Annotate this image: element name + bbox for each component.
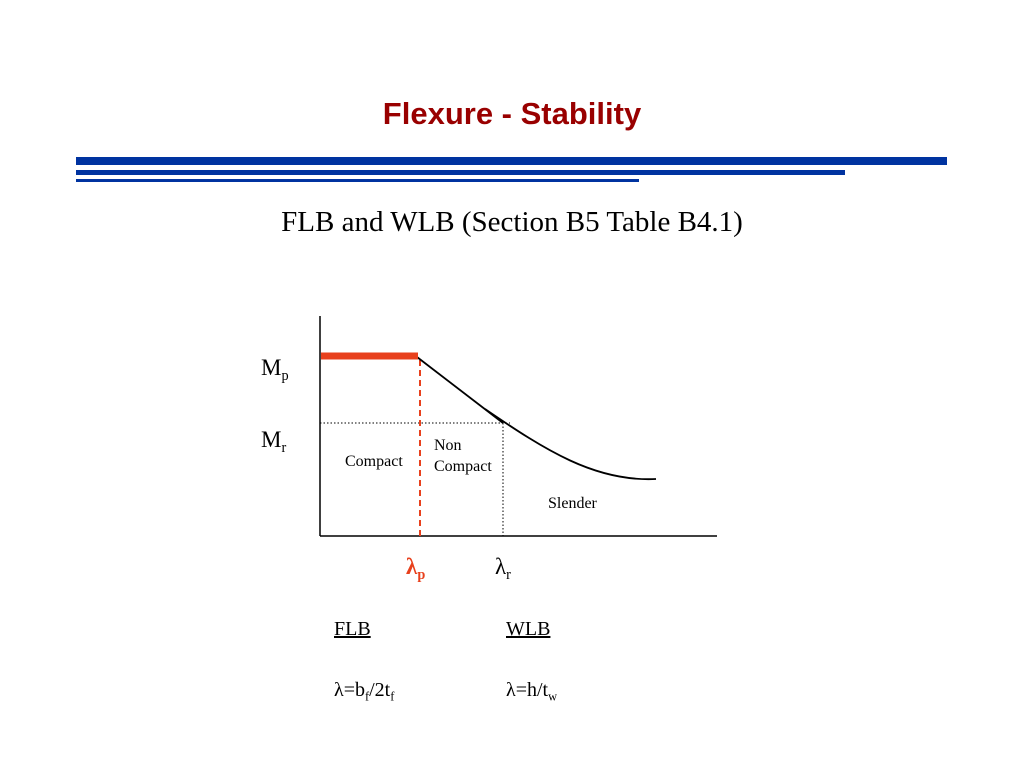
- wlb-formula: λ=h/tw: [506, 679, 558, 704]
- header-rule-long: [76, 157, 947, 165]
- flb-formula: λ=bf/2tf: [334, 679, 395, 704]
- compact-region-label: Compact: [345, 453, 403, 470]
- lambda-p-label: λp: [406, 554, 426, 583]
- header-rule-short: [76, 179, 639, 182]
- mr-label: Mr: [261, 427, 287, 456]
- noncompact-region-label: Non Compact: [434, 437, 492, 475]
- mp-label: Mp: [261, 355, 289, 384]
- header-rule-medium: [76, 170, 845, 175]
- slide-subtitle: FLB and WLB (Section B5 Table B4.1): [281, 206, 743, 238]
- slide-title: Flexure - Stability: [382, 96, 642, 131]
- flb-heading: FLB: [334, 618, 371, 640]
- elastic-buckling-curve: [484, 408, 657, 481]
- slender-region-label: Slender: [548, 495, 597, 512]
- wlb-heading: WLB: [506, 618, 551, 640]
- lambda-r-label: λr: [495, 554, 511, 583]
